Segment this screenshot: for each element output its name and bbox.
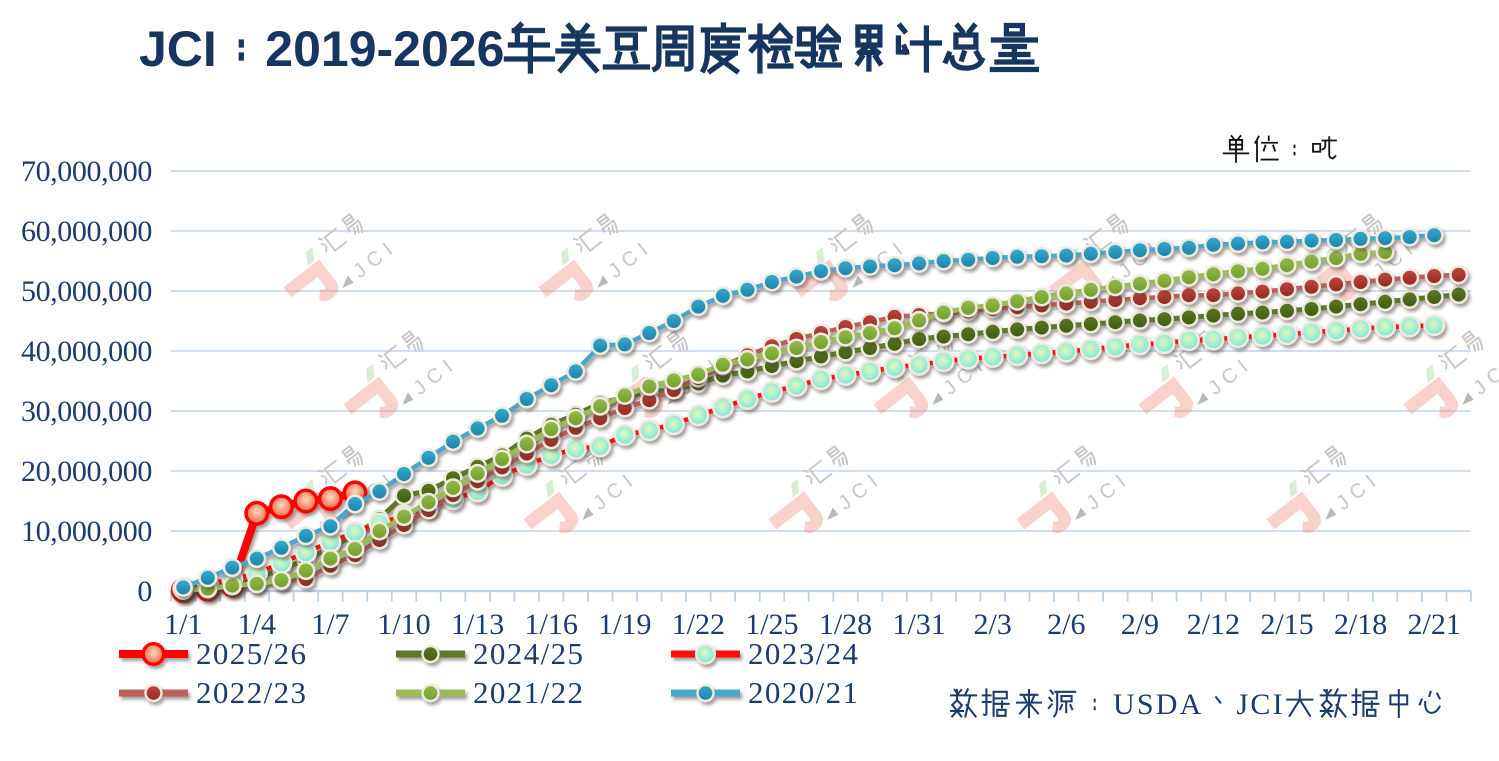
svg-text:1/25: 1/25 [745,608,798,641]
svg-text:1/16: 1/16 [525,608,578,641]
svg-text:40,000,000: 40,000,000 [21,335,152,368]
svg-text:2021/22: 2021/22 [473,675,584,710]
svg-text:2/12: 2/12 [1187,608,1240,641]
svg-text:2/3: 2/3 [974,608,1012,641]
svg-text:2025/26: 2025/26 [196,636,307,671]
svg-text:2/6: 2/6 [1047,608,1085,641]
svg-text:1/1: 1/1 [164,608,202,641]
svg-text:1/19: 1/19 [598,608,651,641]
svg-text:0: 0 [137,575,152,608]
svg-text:USDA: USDA [1113,688,1203,721]
svg-text:1/22: 1/22 [672,608,725,641]
svg-text:JCI: JCI [1237,688,1285,721]
svg-text:1/7: 1/7 [311,608,349,641]
svg-text:2/18: 2/18 [1334,608,1387,641]
svg-text:1/28: 1/28 [819,608,872,641]
svg-text:70,000,000: 70,000,000 [21,155,152,188]
svg-text:2024/25: 2024/25 [473,636,584,671]
svg-text:2019-2026: 2019-2026 [265,21,504,77]
svg-text:2/9: 2/9 [1121,608,1159,641]
svg-text:20,000,000: 20,000,000 [21,455,152,488]
svg-text:2020/21: 2020/21 [748,675,859,710]
svg-text:30,000,000: 30,000,000 [21,395,152,428]
svg-text:1/13: 1/13 [451,608,504,641]
svg-text:1/4: 1/4 [238,608,276,641]
svg-text:2/15: 2/15 [1260,608,1313,641]
svg-text:60,000,000: 60,000,000 [21,215,152,248]
svg-text:2022/23: 2022/23 [196,675,307,710]
svg-text:2/21: 2/21 [1408,608,1461,641]
svg-text:JCI: JCI [139,21,217,77]
svg-text:10,000,000: 10,000,000 [21,515,152,548]
svg-text:50,000,000: 50,000,000 [21,275,152,308]
svg-text:1/10: 1/10 [377,608,430,641]
svg-text:2023/24: 2023/24 [748,636,859,671]
svg-text:1/31: 1/31 [892,608,945,641]
